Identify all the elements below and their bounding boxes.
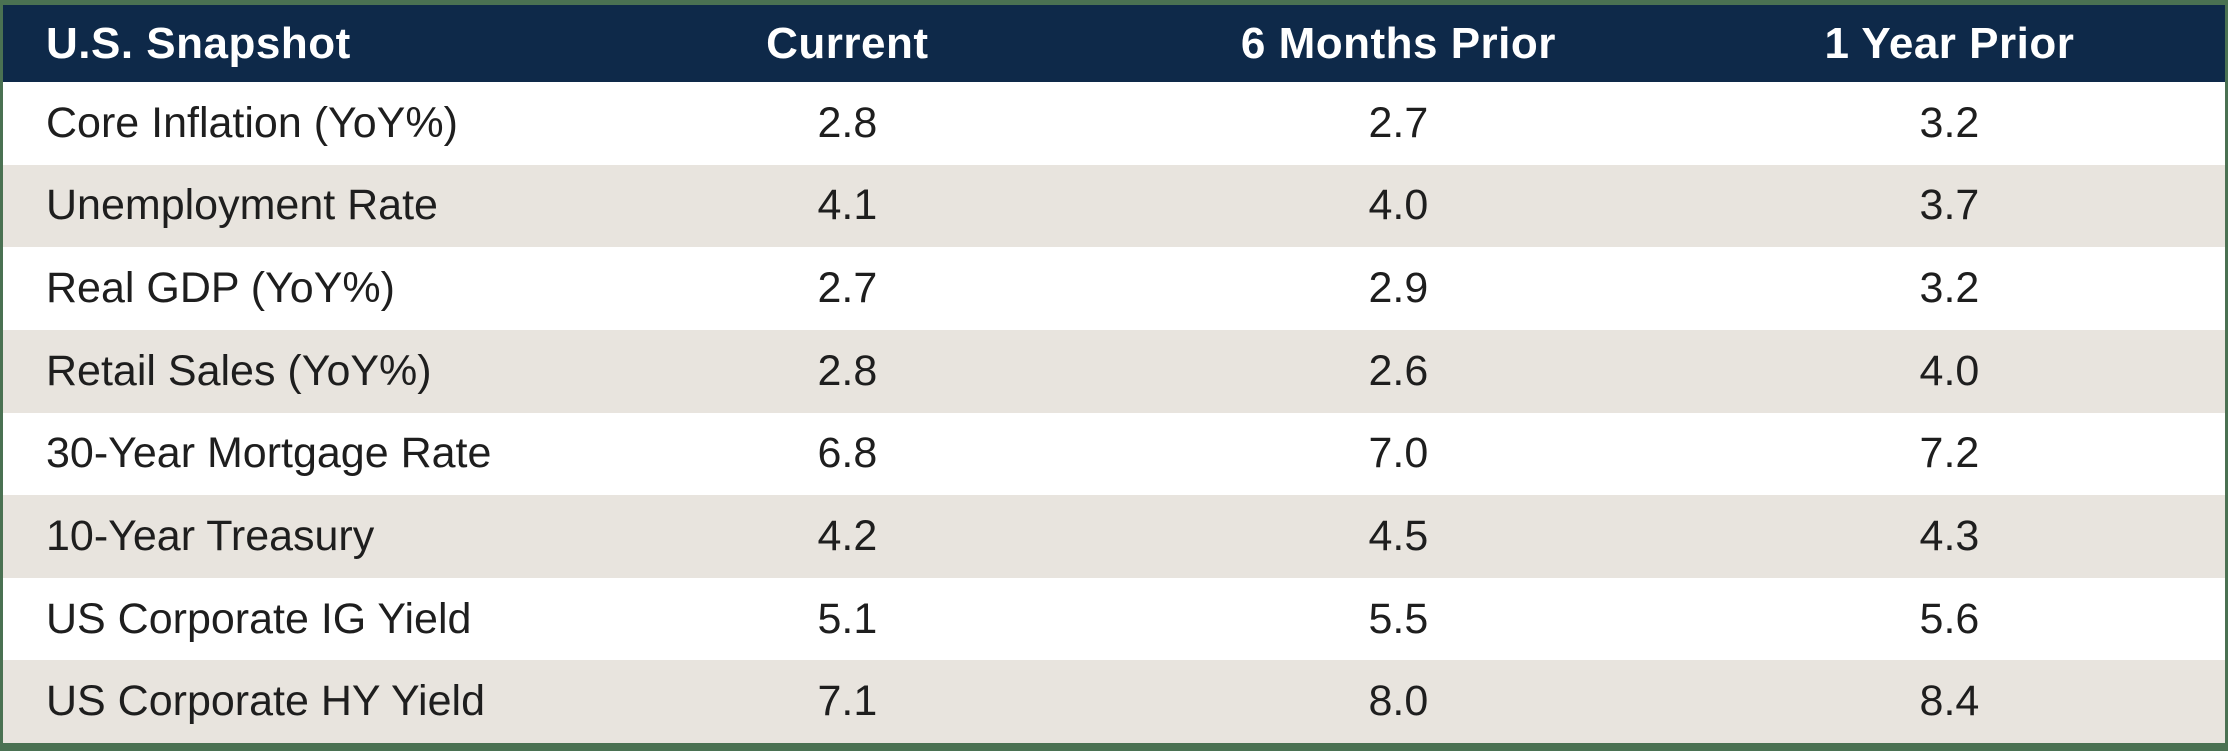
cell-current: 2.8: [817, 346, 878, 395]
cell-current: 7.1: [817, 677, 878, 726]
row-label: Real GDP (YoY%): [46, 264, 395, 313]
row-label: Unemployment Rate: [46, 181, 438, 230]
cell-6-months-prior: 5.5: [1368, 594, 1429, 643]
cell-current: 2.7: [817, 264, 878, 313]
row-label: US Corporate HY Yield: [46, 677, 485, 726]
table-row-10-year-treasury: 10-Year Treasury 4.2 4.5 4.3: [3, 495, 2225, 578]
row-label: Core Inflation (YoY%): [46, 98, 458, 147]
column-header-6-months-prior: 6 Months Prior: [1240, 18, 1556, 68]
cell-6-months-prior: 2.7: [1368, 98, 1429, 147]
cell-6-months-prior: 4.5: [1368, 511, 1429, 560]
cell-current: 4.1: [817, 181, 878, 230]
table-row-us-corporate-hy-yield: US Corporate HY Yield 7.1 8.0 8.4: [3, 660, 2225, 743]
cell-1-year-prior: 3.2: [1919, 264, 1980, 313]
cell-current: 2.8: [817, 98, 878, 147]
cell-1-year-prior: 3.7: [1919, 181, 1980, 230]
cell-1-year-prior: 4.3: [1919, 511, 1980, 560]
row-label: Retail Sales (YoY%): [46, 346, 432, 395]
cell-1-year-prior: 7.2: [1919, 429, 1980, 478]
cell-6-months-prior: 2.9: [1368, 264, 1429, 313]
row-label: 10-Year Treasury: [46, 511, 375, 560]
column-header-1-year-prior: 1 Year Prior: [1824, 18, 2075, 68]
table-row-30-year-mortgage-rate: 30-Year Mortgage Rate 6.8 7.0 7.2: [3, 412, 2225, 496]
table-header-row: U.S. Snapshot Current 6 Months Prior 1 Y…: [3, 5, 2225, 82]
cell-1-year-prior: 8.4: [1919, 677, 1980, 726]
cell-1-year-prior: 3.2: [1919, 98, 1980, 147]
cell-current: 5.1: [817, 594, 878, 643]
table-row-unemployment-rate: Unemployment Rate 4.1 4.0 3.7: [3, 164, 2225, 248]
cell-current: 4.2: [817, 511, 878, 560]
cell-1-year-prior: 5.6: [1919, 594, 1980, 643]
row-label: 30-Year Mortgage Rate: [46, 429, 492, 478]
table-title: U.S. Snapshot: [46, 18, 351, 68]
cell-6-months-prior: 8.0: [1368, 677, 1429, 726]
column-header-current: Current: [766, 18, 929, 68]
table-row-us-corporate-ig-yield: US Corporate IG Yield 5.1 5.5 5.6: [3, 577, 2225, 661]
row-label: US Corporate IG Yield: [46, 594, 472, 643]
table-row-retail-sales: Retail Sales (YoY%) 2.8 2.6 4.0: [3, 329, 2225, 413]
cell-1-year-prior: 4.0: [1919, 346, 1980, 395]
cell-6-months-prior: 2.6: [1368, 346, 1429, 395]
cell-6-months-prior: 4.0: [1368, 181, 1429, 230]
table-row-core-inflation: Core Inflation (YoY%) 2.8 2.7 3.2: [3, 82, 2225, 165]
table-row-real-gdp: Real GDP (YoY%) 2.7 2.9 3.2: [3, 247, 2225, 330]
cell-6-months-prior: 7.0: [1368, 429, 1429, 478]
cell-current: 6.8: [817, 429, 878, 478]
